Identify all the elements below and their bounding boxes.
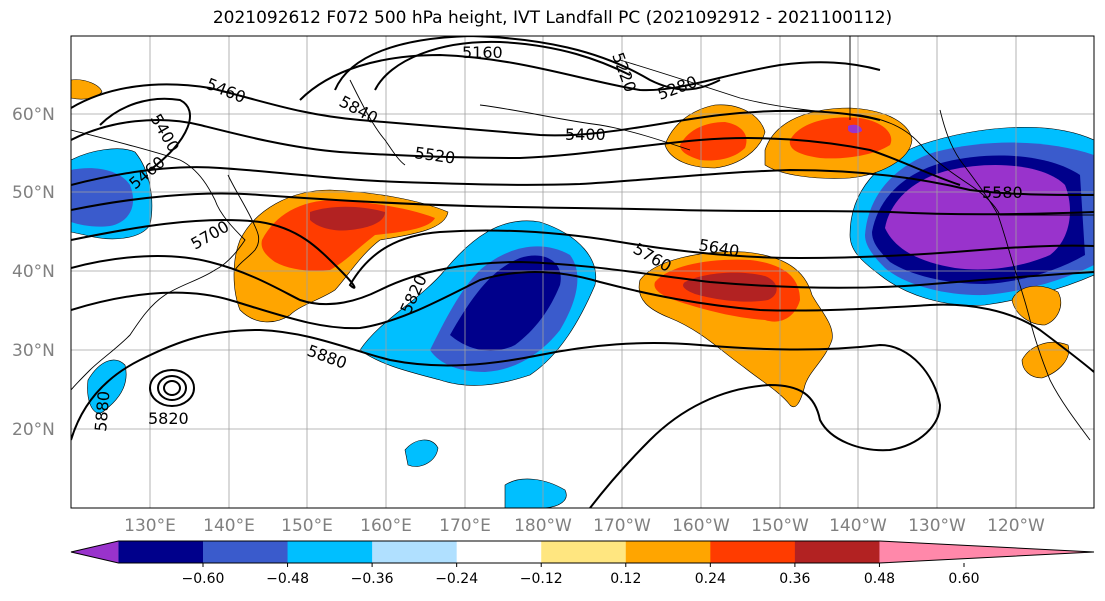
colorbar-tick-label: 0.36 — [779, 571, 810, 587]
negative-anomaly-south-blob2 — [404, 439, 439, 467]
contour-5460-west — [71, 83, 881, 137]
latitude-label: 40°N — [12, 262, 55, 282]
longitude-labels: 130°E 140°E 150°E 160°E 170°E 180°W 170°… — [124, 516, 1045, 536]
colorbar-swatch — [71, 541, 119, 563]
coastline-kamchatka — [349, 79, 406, 166]
longitude-label: 140°W — [829, 516, 887, 536]
colorbar-swatch — [625, 541, 711, 563]
longitude-label: 140°E — [203, 516, 255, 536]
contour-5280 — [299, 53, 881, 101]
height-contours — [71, 36, 1094, 508]
colorbar-tick-label: 0.60 — [948, 571, 979, 587]
positive-anomaly-gulf-of-alaska-red — [789, 117, 892, 159]
colorbar: −0.60 −0.48 −0.36 −0.24 −0.12 0.12 0.24 0.36 0.4… — [70, 540, 1095, 587]
longitude-label: 130°W — [908, 516, 966, 536]
contour-5640 — [71, 192, 1094, 216]
positive-anomaly-central-core — [683, 272, 777, 302]
negative-anomaly-central-pacific-core — [450, 255, 561, 351]
positive-anomaly-nw-pacific-core — [310, 206, 385, 231]
positive-anomaly-gulf-of-alaska-core — [848, 124, 862, 134]
longitude-label: 150°W — [751, 516, 809, 536]
latitude-labels: 60°N 50°N 40°N 30°N 20°N — [12, 105, 55, 440]
latitude-label: 30°N — [12, 341, 55, 361]
colorbar-swatch — [203, 541, 289, 563]
contour-5580 — [71, 166, 1094, 196]
colorbar-swatch — [879, 541, 1094, 563]
contour-5760 — [71, 255, 1094, 306]
positive-anomaly-nw-pacific-red — [261, 200, 435, 271]
contour-5160 — [374, 40, 631, 91]
colorbar-tick-label: −0.60 — [182, 571, 225, 587]
latitude-label: 50°N — [12, 183, 55, 203]
contour-5820-low — [148, 368, 196, 408]
colorbar-swatch — [794, 541, 880, 563]
contour-5400-west — [99, 97, 191, 171]
coastline-aleutians — [479, 104, 691, 151]
positive-anomaly-west-coast — [1011, 285, 1062, 326]
latitude-label: 60°N — [12, 105, 55, 125]
longitude-label: 130°E — [124, 516, 176, 536]
colorbar-tick-label: −0.24 — [435, 571, 478, 587]
colorbar-swatch — [710, 541, 796, 563]
latitude-label: 20°N — [12, 420, 55, 440]
contour-5520 — [71, 119, 961, 186]
contour-5880 — [71, 328, 942, 508]
coastline-asia — [71, 129, 246, 391]
colorbar-tick-label: −0.12 — [520, 571, 563, 587]
colorbar-tick-label: 0.48 — [864, 571, 895, 587]
contour-label: 5820 — [148, 409, 189, 428]
contour-label: 5880 — [91, 390, 113, 432]
colorbar-swatch — [456, 541, 542, 563]
colorbar-swatch — [372, 541, 458, 563]
coastline-north-america — [939, 109, 1091, 441]
contour-5700 — [71, 219, 1094, 289]
contour-5820 — [71, 271, 1094, 373]
positive-anomaly-baja — [1021, 341, 1070, 379]
longitude-label: 120°W — [987, 516, 1045, 536]
longitude-label: 170°E — [439, 516, 491, 536]
map-title: 2021092612 F072 500 hPa height, IVT Land… — [212, 8, 893, 28]
contour-label: 5400 — [565, 125, 606, 144]
negative-anomaly-west-edge-inner — [71, 168, 134, 227]
contour-label: 5580 — [982, 183, 1023, 202]
colorbar-swatch — [118, 541, 204, 563]
longitude-label: 160°E — [360, 516, 412, 536]
colorbar-swatch — [541, 541, 627, 563]
contour-5220 — [334, 36, 721, 91]
longitude-label: 150°E — [281, 516, 333, 536]
colorbar-tick-label: 0.12 — [610, 571, 641, 587]
negative-anomaly-ne-pacific-core — [885, 165, 1070, 270]
positive-anomaly-bering-red — [680, 122, 747, 161]
contour-5820-low-inner — [156, 374, 188, 402]
coastline-japan — [227, 174, 260, 271]
colorbar-tick-label: −0.48 — [266, 571, 309, 587]
map-frame — [70, 35, 1095, 509]
longitude-label: 160°W — [672, 516, 730, 536]
longitude-label: 170°W — [593, 516, 651, 536]
positive-anomaly-northwest-edge — [71, 79, 103, 100]
colorbar-tick-label: 0.24 — [695, 571, 726, 587]
contour-5820-low-inner2 — [162, 379, 182, 397]
longitude-label: 180°W — [514, 516, 572, 536]
colorbar-outline — [70, 540, 1095, 564]
colorbar-swatch — [287, 541, 373, 563]
contour-label: 5160 — [462, 43, 503, 62]
colorbar-tick-label: −0.36 — [351, 571, 394, 587]
